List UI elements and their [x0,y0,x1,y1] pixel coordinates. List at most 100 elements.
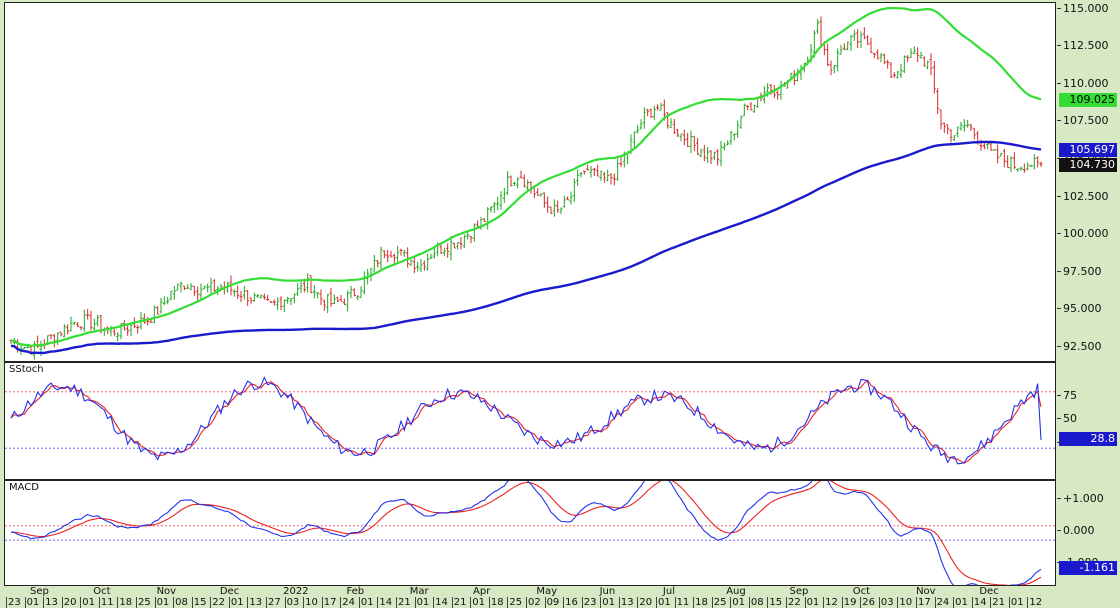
day-label: 01 [953,597,968,608]
price-tick-label: 107.500 [1057,114,1109,128]
day-label: 24 [934,597,950,608]
day-label: 01 [470,597,486,608]
day-label: 01 [358,597,374,608]
price-tick-label: 100.000 [1057,227,1109,241]
month-label: Apr [473,586,491,597]
day-label: 17 [916,597,931,608]
day-label: 01 [24,597,40,608]
price-value-badge: 104.730 [1059,157,1117,172]
day-label: 17 [321,597,337,608]
month-label: Jul [662,586,675,597]
price-axis: 115.000112.500110.000107.500105.000102.5… [1057,2,1120,362]
month-label: May [536,586,558,597]
time-axis: Sep Oct Nov Dec 2022 Feb Mar Apr May Jun Jul Aug Sep… [4,586,1056,608]
day-label: 01 [414,597,430,608]
stoch-tick-label: 75 [1057,388,1077,402]
macd-tick-label: 0.000 [1057,524,1095,538]
day-label: 21 [451,597,467,608]
month-label: Dec [219,586,240,597]
day-label: 01 [80,597,96,608]
day-label: 15 [767,597,783,608]
day-label: 22 [786,597,801,608]
day-label: 11 [674,597,690,608]
day-label: 03 [878,597,894,608]
day-label: 25 [711,597,727,608]
day-label: 14 [377,597,393,608]
day-label: 20 [637,597,653,608]
day-label: 12 [823,597,838,608]
day-label: 19 [841,597,857,608]
day-label: 22 [210,597,226,608]
day-label: 01 [656,597,671,608]
price-tick-label: 102.500 [1057,189,1109,203]
price-tick-label: 97.500 [1057,264,1102,278]
day-label: 14 [971,597,987,608]
day-label: 11 [98,597,114,608]
day-label: 13 [618,597,634,608]
month-label: Oct [93,586,111,597]
price-chart [9,6,1043,360]
day-label: 15 [191,597,207,608]
day-label: 12 [1027,597,1043,608]
day-label: 10 [897,597,913,608]
day-label: 13 [247,597,263,608]
month-label: Mar [409,586,429,597]
short-moving-average-line [10,6,1042,348]
day-label: 13 [43,597,58,608]
day-label: 01 [804,597,820,608]
day-label: 10 [303,597,318,608]
day-label: 24 [340,597,356,608]
price-tick-label: 95.000 [1057,302,1102,316]
candles [9,16,1043,360]
day-label: 25 [136,597,151,608]
day-label: 21 [990,597,1006,608]
long-moving-average-line [10,140,1042,355]
stoch-value-badge: 28.8 [1059,431,1117,446]
day-label: 23 [6,597,21,608]
day-label: 08 [748,597,764,608]
month-label: Dec [979,586,999,597]
day-label: 26 [860,597,876,608]
day-label: 23 [581,597,597,608]
macd-value-badge: -1.161 [1059,561,1117,576]
day-label: 18 [117,597,133,608]
stoch-k-line [10,376,1042,465]
day-label: 01 [1008,597,1024,608]
month-label: Oct [852,586,871,597]
day-label: 21 [396,597,411,608]
day-label: 18 [693,597,708,608]
day-label: 25 [507,597,523,608]
stoch-tick-label: 50 [1057,412,1077,425]
month-label: Sep [30,586,49,597]
month-label: Sep [789,586,809,597]
price-tick-label: 110.000 [1057,76,1109,90]
macd-pane[interactable]: MACD [4,480,1056,586]
day-label: 18 [488,597,504,608]
day-label: 01 [730,597,746,608]
day-label: 09 [544,597,560,608]
stoch-axis: 755025 28.8 [1057,362,1120,480]
day-label: 16 [563,597,578,608]
day-label: 01 [600,597,616,608]
day-label: 08 [173,597,188,608]
day-label: 02 [526,597,541,608]
price-tick-label: 112.500 [1057,39,1109,53]
macd-line [10,481,1042,585]
price-value-badge: 109.025 [1059,93,1117,108]
day-label: 14 [433,597,448,608]
price-tick-label: 92.500 [1057,339,1102,353]
month-label: Jun [599,586,616,597]
day-label: 01 [228,597,244,608]
price-pane[interactable] [4,2,1056,362]
month-label: Feb [346,586,365,597]
price-value-badge: 105.697 [1059,143,1117,158]
day-label: 27 [266,597,281,608]
stoch-pane[interactable]: SStoch [4,362,1056,480]
month-label: Aug [726,586,746,597]
stoch-title: SStoch [9,364,44,375]
day-label: 01 [154,597,170,608]
day-label: 03 [284,597,300,608]
macd-title: MACD [9,482,39,493]
